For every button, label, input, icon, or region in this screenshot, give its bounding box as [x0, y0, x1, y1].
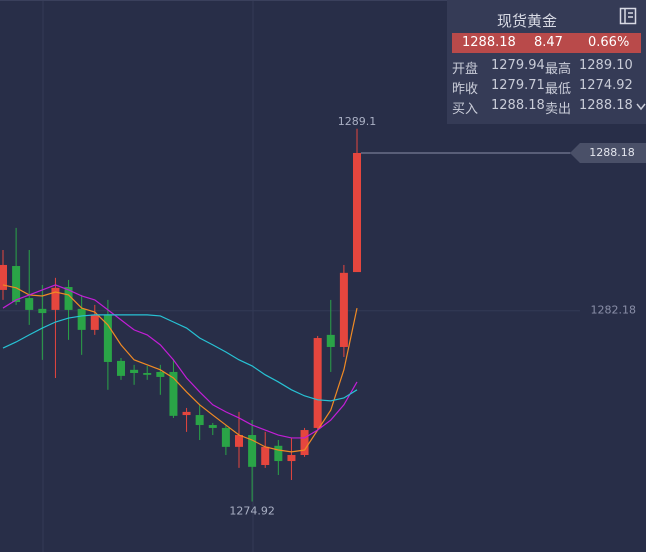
candle-body: [235, 435, 243, 447]
price-bar: 1288.18 8.47 0.66%: [452, 33, 641, 53]
row-value: 1279.94: [491, 58, 545, 73]
moving-average: [2, 314, 358, 402]
candle-body: [156, 371, 165, 377]
candle-body: [339, 272, 348, 347]
candle-body: [182, 411, 191, 416]
candle-body: [208, 425, 217, 428]
moving-average: [2, 284, 358, 439]
row-label: 最低: [545, 82, 572, 97]
quote-row: 买入 1288.18 卖出 1288.18: [452, 98, 646, 117]
candle-body: [90, 314, 99, 330]
row-value: 1288.18: [579, 98, 633, 113]
row-label: 买入: [452, 102, 479, 117]
candle-body: [326, 334, 335, 347]
candle-body: [117, 360, 125, 376]
candle-body: [221, 427, 230, 447]
candle-body: [77, 308, 86, 330]
high-label: 1289.1: [338, 115, 377, 128]
row-value: 1279.71: [491, 78, 545, 93]
row-label: 昨收: [452, 82, 479, 97]
row-label: 卖出: [545, 102, 572, 117]
candle-body: [0, 264, 7, 290]
candle-body: [51, 287, 60, 310]
candle-body: [64, 287, 73, 310]
moving-average: [2, 284, 358, 453]
row-value: 1288.18: [491, 98, 545, 113]
candle-body: [25, 298, 34, 310]
candle-body: [38, 308, 47, 314]
candle-body: [287, 455, 296, 462]
quote-panel: 现货黄金 1288.18 8.47 0.66% 开盘 1279.94 最高 12…: [447, 0, 646, 124]
price: 1288.18: [462, 35, 516, 50]
candle-body: [195, 415, 204, 426]
row-label: 最高: [545, 62, 572, 77]
last-price-tag: [570, 142, 646, 163]
row-value: 1274.92: [579, 78, 633, 93]
low-label: 1274.92: [229, 505, 275, 518]
candle-body: [248, 435, 257, 467]
panel-title: 现货黄金: [496, 12, 557, 30]
quote-row: 开盘 1279.94 最高 1289.10: [452, 58, 646, 77]
row-value: 1289.10: [579, 58, 633, 73]
candle-body: [261, 446, 270, 465]
candle-body: [143, 372, 152, 375]
change-pct: 0.66%: [588, 35, 630, 50]
quote-row: 昨收 1279.71 最低 1274.92: [452, 78, 646, 97]
candle-body: [12, 266, 21, 303]
candle-body: [313, 338, 322, 428]
candle-body: [274, 445, 283, 462]
candle-body: [103, 314, 112, 362]
change: 8.47: [534, 35, 563, 50]
candle-body: [300, 430, 309, 456]
candle-body: [353, 152, 361, 273]
y-tick-label: 1282.18: [591, 304, 637, 317]
dropdown-icon[interactable]: [636, 103, 646, 111]
candle-body: [169, 371, 178, 416]
menu-icon[interactable]: [619, 7, 637, 25]
last-price-label: 1288.18: [589, 146, 635, 159]
candle-body: [130, 369, 139, 373]
row-label: 开盘: [452, 62, 479, 77]
